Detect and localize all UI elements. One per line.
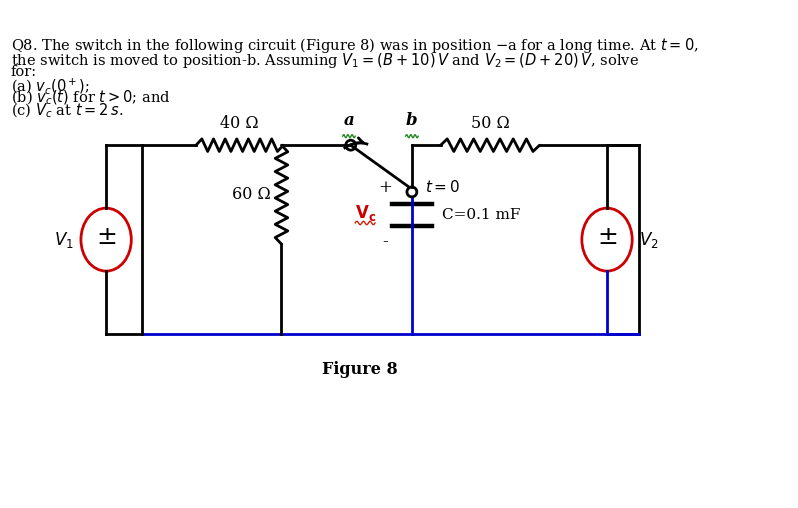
Text: 60 Ω: 60 Ω (232, 186, 271, 203)
Text: $\pm$: $\pm$ (96, 226, 117, 249)
Text: $\mathbf{V_c}$: $\mathbf{V_c}$ (354, 203, 376, 223)
Text: $V_1$: $V_1$ (54, 230, 73, 249)
Text: a: a (344, 112, 354, 129)
Text: (b) $v_c(t)$ for $t > 0$; and: (b) $v_c(t)$ for $t > 0$; and (11, 88, 170, 107)
Text: (c) $V_c$ at $t = 2\,s$.: (c) $V_c$ at $t = 2\,s$. (11, 101, 123, 119)
Text: Q8. The switch in the following circuit (Figure 8) was in position $-$a for a lo: Q8. The switch in the following circuit … (11, 37, 698, 55)
Text: -: - (382, 233, 388, 250)
Text: 50 Ω: 50 Ω (471, 115, 509, 132)
Text: C=0.1 mF: C=0.1 mF (442, 208, 521, 222)
Text: 40 Ω: 40 Ω (220, 115, 259, 132)
Text: Figure 8: Figure 8 (322, 361, 397, 378)
Text: b: b (406, 112, 417, 129)
Text: $V_2$: $V_2$ (639, 230, 659, 249)
Text: $t{=}0$: $t{=}0$ (425, 179, 460, 196)
Text: +: + (378, 179, 392, 197)
Text: (a) $v_c(0^+)$;: (a) $v_c(0^+)$; (11, 76, 89, 96)
Text: $\pm$: $\pm$ (597, 226, 617, 249)
Text: for:: for: (11, 65, 37, 79)
Text: the switch is moved to position-b. Assuming $V_1 = (B + 10)\,V$ and $V_2 = (D + : the switch is moved to position-b. Assum… (11, 51, 638, 70)
